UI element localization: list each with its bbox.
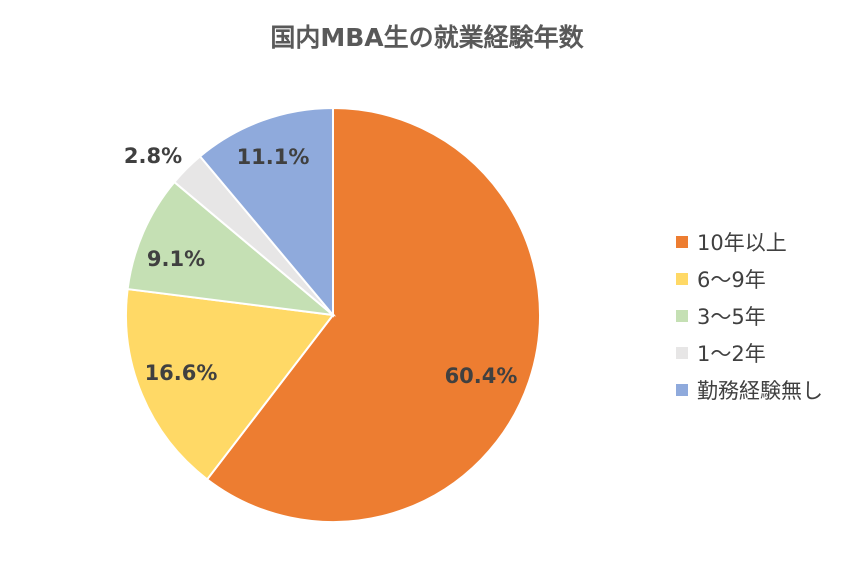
chart-legend: 10年以上 6〜9年 3〜5年 1〜2年勤務経験無し xyxy=(676,223,823,408)
legend-label: 6〜9年 xyxy=(697,267,766,292)
data-label-5: 11.1% xyxy=(237,145,310,169)
pie-data-labels: 60.4% 16.6% 9.1% 2.8% 11.1% xyxy=(124,144,518,388)
data-label-4: 2.8% xyxy=(124,144,182,168)
legend-item-4: 1〜2年 xyxy=(676,334,823,371)
pie-slice-2 xyxy=(125,287,335,481)
legend-swatch xyxy=(676,272,688,285)
data-label-3: 9.1% xyxy=(147,247,205,271)
legend-swatch xyxy=(676,383,688,396)
legend-label: 1〜2年 xyxy=(697,341,766,366)
data-label-1: 60.4% xyxy=(445,364,518,388)
legend-swatch xyxy=(676,346,688,359)
chart-title: 国内MBA生の就業経験年数 xyxy=(270,23,584,52)
pie-slice-5 xyxy=(198,106,334,318)
legend-label: 3〜5年 xyxy=(697,304,766,329)
legend-swatch xyxy=(676,235,688,248)
legend-item-2: 6〜9年 xyxy=(676,260,823,297)
legend-item-1: 10年以上 xyxy=(676,223,823,260)
legend-label: 10年以上 xyxy=(697,230,787,255)
legend-label: 勤務経験無し xyxy=(697,378,823,403)
legend-swatch xyxy=(676,309,688,322)
legend-item-3: 3〜5年 xyxy=(676,297,823,334)
pie-slice-3 xyxy=(126,180,337,317)
data-label-2: 16.6% xyxy=(145,361,218,385)
legend-item-5: 勤務経験無し xyxy=(676,371,823,408)
pie-slices xyxy=(125,106,541,523)
pie-slice-1 xyxy=(205,106,541,523)
